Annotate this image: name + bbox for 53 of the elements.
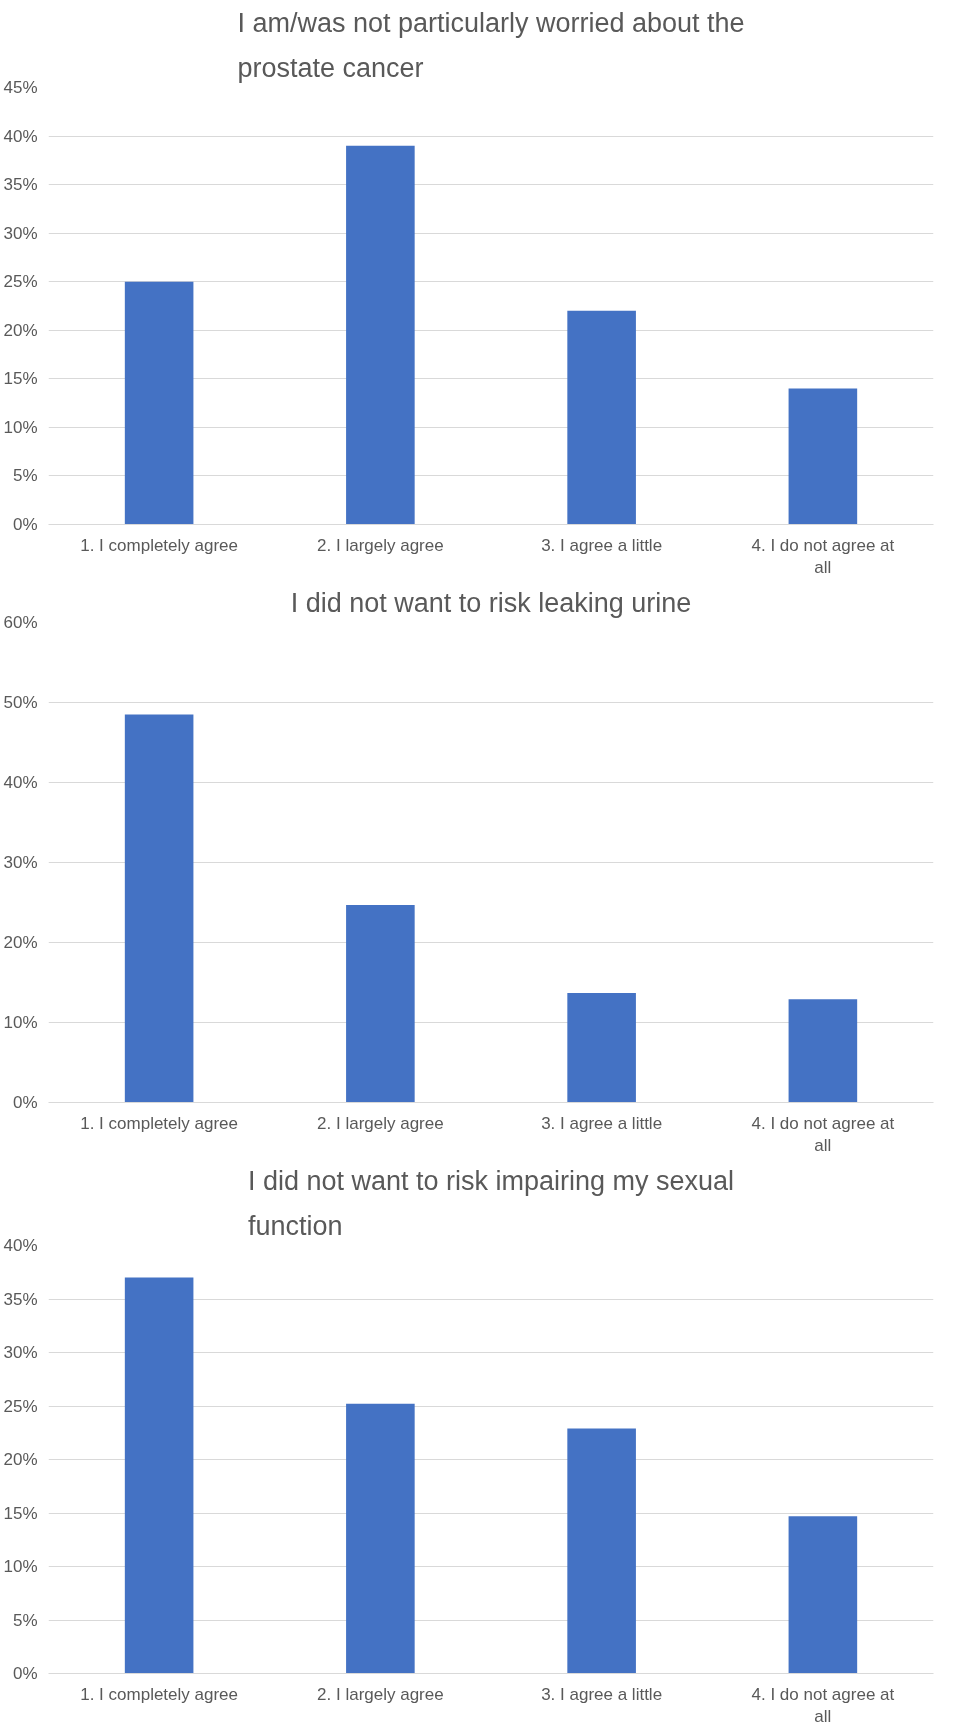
bar (124, 1277, 194, 1674)
x-tick-label: 1. I completely agree (80, 1113, 239, 1133)
y-tick-label: 0% (12, 515, 38, 534)
bar (346, 145, 415, 525)
y-tick-label: 15% (3, 369, 38, 389)
x-tick-label: 1. I completely agree (80, 535, 239, 555)
bar (567, 310, 636, 525)
y-tick-label: 30% (3, 223, 38, 243)
x-tick-label: 2. I largely agree (317, 535, 444, 555)
bar (124, 281, 194, 525)
y-tick-label: 15% (3, 1503, 38, 1523)
y-tick-label: 10% (3, 1013, 38, 1032)
x-tick-label: 3. I agree a little (541, 1684, 663, 1704)
y-tick-label: 50% (3, 693, 38, 712)
y-tick-label: 20% (3, 1450, 38, 1469)
y-tick-label: 35% (3, 175, 38, 195)
y-tick-label: 0% (12, 1664, 38, 1683)
chart-title: I did not want to risk leaking urine (290, 587, 692, 618)
x-tick-label: 3. I agree a little (541, 535, 663, 555)
y-tick-label: 45% (3, 78, 38, 97)
y-tick-label: 25% (3, 1396, 38, 1416)
x-tick-label: 4. I do not agree at all (751, 1684, 895, 1727)
y-tick-label: 40% (3, 1236, 38, 1255)
y-tick-label: 30% (3, 1343, 38, 1362)
y-tick-label: 40% (3, 773, 38, 792)
bar (788, 999, 858, 1103)
x-tick-label: 3. I agree a little (541, 1113, 663, 1133)
y-tick-label: 60% (3, 613, 38, 632)
chart-title: I did not want to risk impairing my sexual function (247, 1165, 735, 1241)
y-tick-label: 5% (12, 466, 38, 486)
x-tick-label: 2. I largely agree (317, 1113, 444, 1133)
bar (788, 1516, 858, 1674)
bar (346, 1403, 415, 1674)
y-tick-label: 10% (3, 1557, 38, 1576)
y-tick-label: 35% (3, 1289, 38, 1309)
x-tick-label: 4. I do not agree at all (751, 535, 895, 578)
y-tick-label: 20% (3, 933, 38, 952)
y-tick-label: 5% (12, 1610, 38, 1630)
x-tick-label: 4. I do not agree at all (751, 1113, 895, 1156)
bar (788, 388, 858, 525)
x-tick-label: 1. I completely agree (80, 1684, 239, 1704)
x-tick-label: 2. I largely agree (317, 1684, 444, 1704)
bar (567, 992, 636, 1103)
bar (124, 714, 194, 1103)
y-tick-label: 0% (12, 1093, 38, 1112)
y-tick-label: 25% (3, 272, 38, 292)
bar (567, 1428, 636, 1674)
y-tick-label: 20% (3, 320, 38, 340)
y-tick-label: 30% (3, 853, 38, 872)
y-tick-label: 10% (3, 417, 38, 437)
bar (346, 904, 415, 1103)
y-tick-label: 40% (3, 126, 38, 146)
chart-title: I am/was not particularly worried about the prostate cancer (237, 7, 745, 83)
